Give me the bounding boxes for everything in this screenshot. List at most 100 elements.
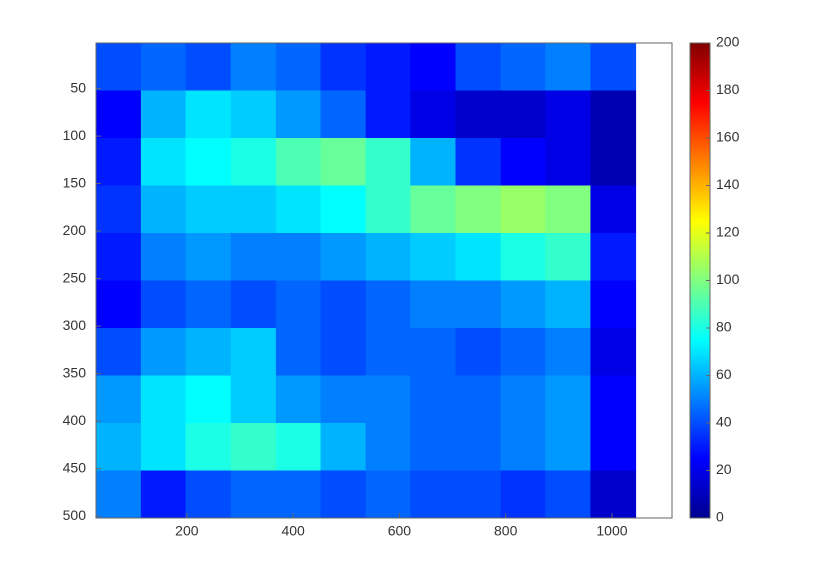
- heatmap-cell: [545, 280, 591, 329]
- heatmap-cell: [455, 375, 502, 424]
- heatmap-cell: [140, 280, 187, 329]
- heatmap-cell: [320, 328, 367, 376]
- heatmap-cell: [275, 90, 322, 139]
- colorbar-tick-label: 120: [716, 224, 740, 240]
- heatmap-cell: [275, 280, 322, 329]
- heatmap-cell: [590, 43, 637, 91]
- colorbar-tick-label: 20: [716, 461, 732, 477]
- plot-frame: [95, 42, 673, 519]
- colorbar-tick-label: 80: [716, 319, 732, 335]
- heatmap-cell: [185, 328, 232, 376]
- heatmap-cell: [140, 328, 187, 376]
- heatmap-cell: [185, 423, 232, 471]
- x-tick-label: 600: [388, 523, 412, 539]
- heatmap-cell: [500, 375, 547, 424]
- colorbar-tick-label: 60: [716, 366, 732, 382]
- y-tick-label: 50: [70, 79, 86, 95]
- heatmap-cell: [320, 470, 367, 518]
- heatmap-cell: [230, 138, 277, 186]
- heatmap-cell: [320, 375, 367, 424]
- heatmap-cell: [365, 280, 412, 329]
- heatmap-cell: [545, 233, 591, 281]
- heatmap-cell: [140, 43, 187, 91]
- heatmap-cell: [410, 233, 456, 281]
- x-tick-label: 800: [494, 523, 518, 539]
- heatmap-cell: [545, 375, 591, 424]
- heatmap-cell: [365, 328, 412, 376]
- heatmap-cell: [590, 375, 637, 424]
- heatmap-cell: [590, 185, 637, 234]
- heatmap-cell: [365, 90, 412, 139]
- heatmap-cell: [545, 138, 591, 186]
- heatmap-cell: [590, 233, 637, 281]
- y-tick-label: 150: [63, 174, 87, 190]
- heatmap-cell: [545, 90, 591, 139]
- heatmap-cell: [185, 43, 232, 91]
- heatmap-cell: [275, 328, 322, 376]
- heatmap-cell: [275, 138, 322, 186]
- heatmap-cell: [455, 90, 502, 139]
- colorbar-tick-label: 160: [716, 129, 740, 145]
- heatmap-cell: [365, 138, 412, 186]
- heatmap-cell: [320, 185, 367, 234]
- colorbar-tick-label: 180: [716, 81, 740, 97]
- heatmap-cell: [275, 185, 322, 234]
- heatmap-cell: [96, 233, 142, 281]
- heatmap-cell: [185, 90, 232, 139]
- colorbar-tick-label: 100: [716, 271, 740, 287]
- heatmap-cell: [140, 423, 187, 471]
- heatmap-cell: [365, 233, 412, 281]
- heatmap-cell: [500, 423, 547, 471]
- heatmap-cell: [410, 375, 456, 424]
- colorbar-tick-label: 200: [716, 34, 740, 50]
- heatmap-cell: [365, 185, 412, 234]
- heatmap-cell: [230, 423, 277, 471]
- heatmap-cell: [96, 90, 142, 139]
- x-tick-label: 400: [281, 523, 305, 539]
- heatmap-cell: [275, 470, 322, 518]
- x-tick-label: 200: [175, 523, 199, 539]
- heatmap-cell: [185, 470, 232, 518]
- heatmap-cell: [96, 43, 142, 91]
- colorbar-tick-label: 140: [716, 176, 740, 192]
- heatmap-cell: [185, 280, 232, 329]
- heatmap-cell: [410, 328, 456, 376]
- y-tick-label: 100: [63, 127, 87, 143]
- heatmap-cell: [230, 233, 277, 281]
- heatmap: [96, 43, 637, 518]
- heatmap-cell: [185, 138, 232, 186]
- heatmap-cell: [500, 185, 547, 234]
- heatmap-cell: [545, 185, 591, 234]
- heatmap-cell: [96, 375, 142, 424]
- heatmap-cell: [500, 138, 547, 186]
- heatmap-cell: [140, 470, 187, 518]
- heatmap-cell: [365, 423, 412, 471]
- y-tick-label: 400: [63, 412, 87, 428]
- heatmap-cell: [410, 138, 456, 186]
- heatmap-cell: [455, 138, 502, 186]
- heatmap-cell: [365, 43, 412, 91]
- heatmap-cell: [500, 328, 547, 376]
- heatmap-cell: [96, 185, 142, 234]
- heatmap-cell: [455, 280, 502, 329]
- heatmap-cell: [96, 423, 142, 471]
- heatmap-cell: [320, 138, 367, 186]
- heatmap-cell: [230, 185, 277, 234]
- heatmap-cell: [185, 233, 232, 281]
- heatmap-cell: [230, 328, 277, 376]
- heatmap-cell: [320, 90, 367, 139]
- heatmap-cell: [590, 328, 637, 376]
- heatmap-cell: [275, 375, 322, 424]
- heatmap-cell: [410, 90, 456, 139]
- heatmap-cell: [185, 375, 232, 424]
- heatmap-cell: [320, 280, 367, 329]
- heatmap-cell: [410, 185, 456, 234]
- heatmap-cell: [365, 375, 412, 424]
- heatmap-cell: [455, 470, 502, 518]
- colorbar-tick-label: 0: [716, 509, 724, 525]
- heatmap-cell: [500, 233, 547, 281]
- heatmap-cell: [96, 470, 142, 518]
- heatmap-cell: [365, 470, 412, 518]
- heatmap-cell: [230, 280, 277, 329]
